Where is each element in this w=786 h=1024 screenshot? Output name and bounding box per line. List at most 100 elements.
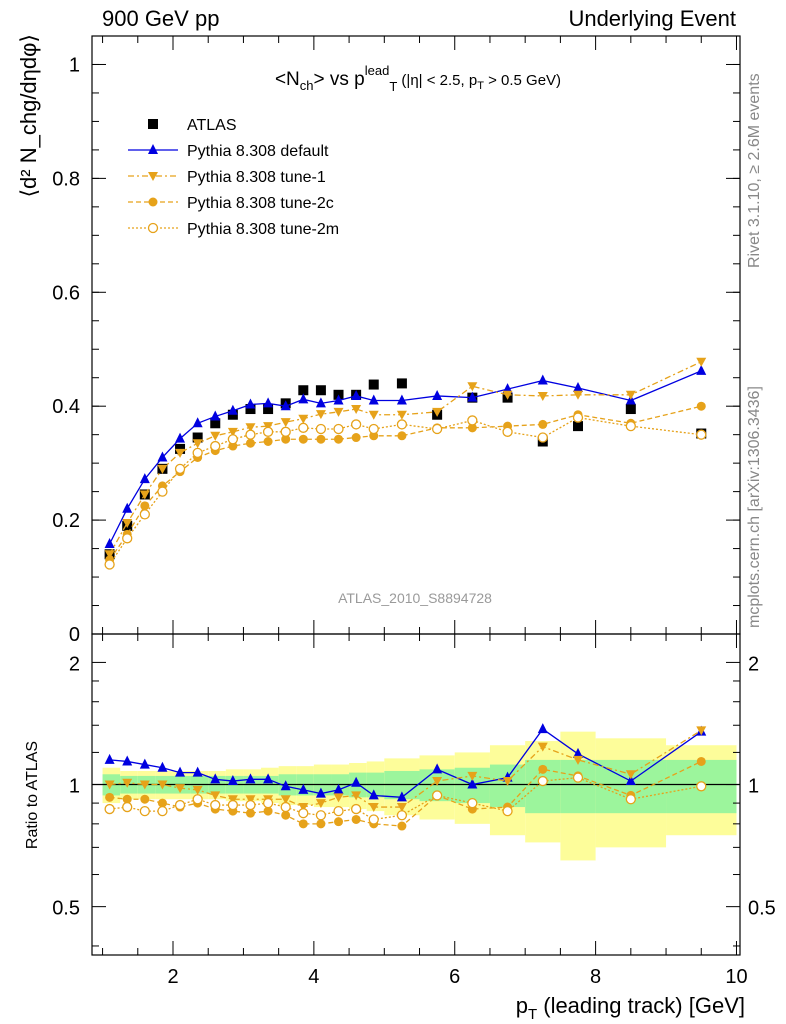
x-tick-label: 2	[167, 966, 178, 988]
y-tick-label: 2	[69, 653, 80, 675]
data-point	[315, 799, 326, 809]
data-point	[351, 433, 361, 443]
data-point	[148, 144, 158, 154]
title-main: <N	[275, 69, 300, 90]
data-point	[350, 803, 362, 815]
data-point	[537, 775, 548, 787]
title-mid: > vs p	[314, 69, 365, 90]
data-point	[140, 794, 150, 804]
legend-label: ATLAS	[187, 117, 237, 134]
data-point	[280, 418, 291, 428]
data-point	[263, 773, 274, 784]
data-point	[122, 502, 133, 513]
y-tick-label-right: 2	[748, 653, 759, 675]
data-point	[280, 426, 291, 437]
data-point	[432, 407, 443, 417]
data-point	[245, 398, 256, 409]
top-y-label: ⟨d² N_chg/dηdφ⟩	[16, 34, 41, 198]
data-point	[139, 473, 150, 484]
data-point	[157, 464, 168, 474]
data-point	[210, 791, 221, 801]
data-point	[625, 404, 636, 415]
data-point	[139, 490, 150, 500]
header-right: Underlying Event	[568, 6, 736, 31]
data-point	[502, 805, 513, 817]
data-point	[280, 801, 291, 813]
data-point	[397, 821, 407, 831]
data-point	[139, 780, 150, 790]
data-point	[245, 808, 255, 818]
data-point	[157, 486, 168, 497]
data-point	[175, 784, 186, 794]
data-point	[298, 783, 309, 794]
x-tick-label: 4	[308, 966, 319, 988]
data-point	[333, 407, 344, 417]
data-point	[192, 766, 203, 777]
series-line	[109, 405, 702, 561]
data-point	[157, 805, 168, 817]
bottom-y-label: Ratio to ATLAS	[24, 741, 41, 849]
data-point	[350, 419, 362, 430]
data-point	[263, 437, 273, 447]
data-point	[148, 119, 158, 129]
x-label-part: T	[528, 1006, 537, 1023]
data-point	[147, 222, 159, 234]
y-tick-label: 1	[69, 54, 80, 76]
header-left: 900 GeV pp	[102, 6, 220, 31]
data-point	[467, 391, 478, 402]
data-point	[351, 389, 362, 400]
legend: ATLAS Pythia 8.308 default Pythia 8.308 tu…	[128, 117, 339, 238]
data-point	[210, 799, 221, 811]
y-tick-label: 0.2	[52, 510, 80, 532]
data-point	[396, 394, 407, 405]
data-point	[210, 418, 221, 429]
data-point	[192, 447, 203, 459]
data-point	[122, 518, 133, 528]
data-point	[315, 787, 326, 798]
data-point	[502, 383, 513, 394]
data-point	[432, 389, 443, 400]
data-point	[104, 780, 115, 790]
y-tick-label: 0	[69, 624, 80, 646]
legend-entry: Pythia 8.308 default	[128, 143, 329, 160]
data-point	[467, 382, 478, 392]
data-point	[537, 742, 548, 752]
data-point	[396, 803, 407, 813]
data-point	[467, 415, 478, 426]
data-point	[263, 397, 274, 408]
data-point	[396, 410, 407, 420]
data-point	[396, 791, 407, 802]
data-point	[104, 550, 115, 560]
data-point	[175, 766, 186, 777]
data-point	[140, 501, 150, 511]
data-point	[192, 439, 203, 449]
data-point	[696, 401, 706, 411]
data-point	[122, 801, 133, 813]
title-sup: lead	[365, 63, 390, 78]
data-point	[192, 794, 203, 805]
data-point	[625, 420, 636, 432]
series-atlas	[104, 378, 707, 560]
title-cond-a: (|η| < 2.5, p	[397, 72, 477, 89]
data-point	[174, 463, 186, 474]
data-point	[263, 806, 273, 816]
ratio-line	[109, 729, 702, 808]
data-point	[245, 799, 256, 811]
data-point	[210, 410, 221, 421]
data-point	[467, 423, 477, 433]
legend-entry: Pythia 8.308 tune-2c	[128, 195, 334, 212]
series-pythia-8-308-tune-1	[104, 357, 707, 560]
data-point	[210, 773, 221, 784]
y-tick-label: 0.6	[52, 282, 80, 304]
data-point	[280, 795, 291, 805]
data-point	[333, 793, 344, 803]
data-point	[432, 777, 443, 787]
top-y-axis: 0 0.2 0.4 0.6 0.8 1	[52, 54, 740, 646]
data-point	[625, 770, 636, 780]
data-point	[280, 400, 291, 411]
title-cond-b: > 0.5 GeV)	[484, 72, 561, 89]
ratio-pythia-8-308-tune-2m	[104, 772, 707, 825]
data-point	[573, 421, 583, 432]
data-point	[538, 764, 548, 774]
data-point	[334, 817, 344, 827]
